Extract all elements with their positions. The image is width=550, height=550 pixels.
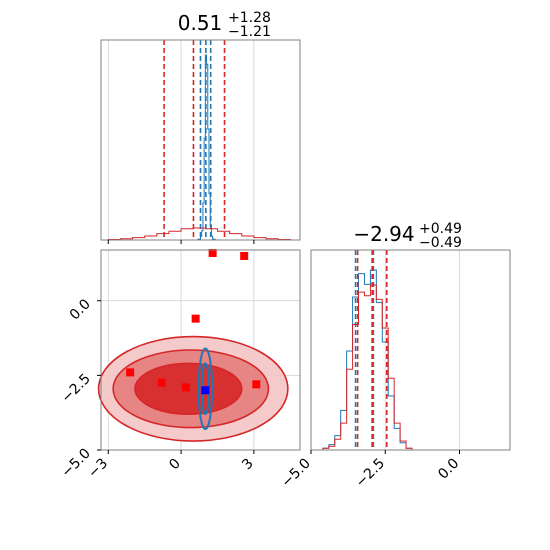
- param2-title-value: −2.94: [353, 222, 414, 246]
- param1-title: 0.51: [178, 11, 223, 35]
- histogram-series: [322, 269, 413, 450]
- axes-frame: [100, 39, 301, 241]
- axes-frame: [100, 249, 301, 451]
- red-marker: [157, 378, 166, 387]
- param2-title-lower-error: −0.49: [419, 235, 462, 251]
- x-tick-label: 0: [166, 456, 184, 474]
- histogram-panel-param1: [100, 39, 301, 244]
- x-tick-label: 0.0: [435, 456, 462, 483]
- red-marker: [191, 314, 200, 323]
- param1-title-value: 0.51: [178, 11, 223, 35]
- blue-marker: [201, 386, 210, 395]
- histogram-series: [107, 227, 291, 241]
- x-tick-label: 3: [239, 456, 257, 474]
- param2-title: −2.94: [353, 222, 414, 246]
- axes-frame: [310, 249, 511, 451]
- y-tick-label: −2.5: [58, 371, 93, 406]
- red-marker: [240, 251, 249, 260]
- x-tick-label: −5.0: [278, 456, 313, 491]
- histogram-series: [322, 284, 413, 450]
- red-marker: [181, 383, 190, 392]
- x-tick-label: −2.5: [353, 456, 388, 491]
- y-tick-label: 0.0: [67, 296, 94, 323]
- y-tick-label: −5.0: [58, 446, 93, 481]
- contour-panel-param1-param2: [97, 248, 301, 451]
- param1-title-lower-error: −1.21: [228, 24, 271, 40]
- param2-title-upper-error: +0.49: [419, 221, 462, 237]
- histogram2-tick-labels: −5.0 −2.5 0.0: [278, 450, 462, 491]
- blue-contour: [197, 347, 214, 431]
- red-marker: [126, 368, 135, 377]
- red-marker: [208, 248, 217, 257]
- histogram-panel-param2: [310, 249, 511, 451]
- red-marker: [252, 380, 261, 389]
- param1-title-upper-error: +1.28: [228, 10, 271, 26]
